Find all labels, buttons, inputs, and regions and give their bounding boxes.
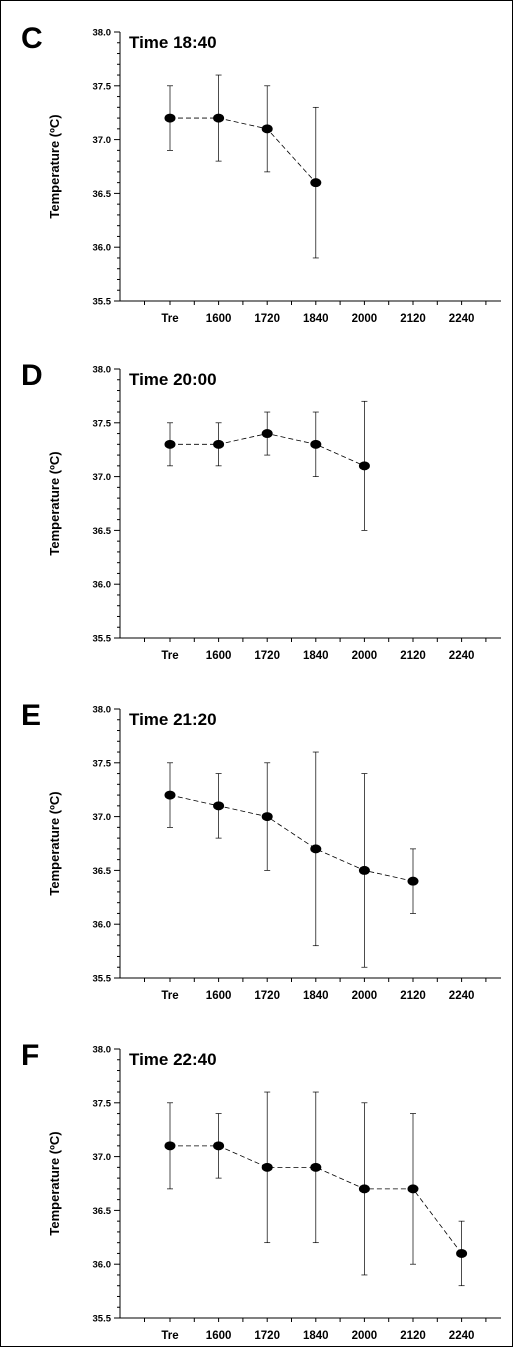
y-tick-label: 35.5 <box>93 634 112 645</box>
data-point <box>358 1184 370 1194</box>
x-tick-label: Tre <box>161 1330 178 1342</box>
data-point <box>213 113 225 123</box>
y-axis-label: Temperature (ºC) <box>47 1131 62 1235</box>
x-tick-label: 1600 <box>206 313 232 325</box>
chart-panel-f: F Time 22:40 35.5 36.0 36.5 37.0 37.5 38.0 Tre 16… <box>21 1039 501 1342</box>
x-tick-label: 1720 <box>254 1330 280 1342</box>
x-tick-label: 2240 <box>449 990 475 1002</box>
series-line <box>170 117 317 183</box>
x-tick-label: 2000 <box>352 990 378 1002</box>
x-tick-label: Tre <box>161 313 178 325</box>
data-point <box>213 801 225 811</box>
data-point <box>310 178 322 188</box>
x-tick-label: 1720 <box>254 313 280 325</box>
x-tick-label: 1840 <box>303 1330 329 1342</box>
chart-panel-d: D Time 20:00 35.5 36.0 36.5 37.0 37.5 38.0 Tre 16… <box>21 359 501 662</box>
y-tick-label: 36.5 <box>93 1206 112 1217</box>
panel-title: Time 21:20 <box>129 710 217 729</box>
x-tick-label: 2120 <box>400 313 426 325</box>
chart-panel-c: C Time 18:40 35.5 36.0 36.5 37.0 37.5 38.0 Tre 16… <box>21 22 501 325</box>
data-point <box>261 1162 273 1172</box>
x-tick-label: 1600 <box>206 650 232 662</box>
x-tick-label: 1840 <box>303 313 329 325</box>
data-point <box>164 113 176 123</box>
y-tick-label: 36.5 <box>93 866 112 877</box>
y-tick-label: 36.0 <box>93 1260 112 1271</box>
x-tick-label: 2240 <box>449 1330 475 1342</box>
data-point <box>407 1184 419 1194</box>
y-tick-label: 36.0 <box>93 580 112 591</box>
panel-letter: D <box>21 359 43 392</box>
x-tick-label: 1720 <box>254 990 280 1002</box>
data-point <box>164 1141 176 1151</box>
y-tick-label: 37.0 <box>93 135 112 146</box>
y-tick-label: 37.5 <box>93 81 112 92</box>
y-tick-label: 36.0 <box>93 243 112 254</box>
series-line <box>169 794 414 882</box>
y-tick-label: 38.0 <box>93 28 112 39</box>
y-tick-label: 36.5 <box>93 526 112 537</box>
y-tick-label: 38.0 <box>93 1045 112 1056</box>
y-axis-label: Temperature (ºC) <box>47 114 62 218</box>
y-axis-label: Temperature (ºC) <box>47 791 62 895</box>
panel-title: Time 18:40 <box>129 33 217 52</box>
chart-panel-e: E Time 21:20 35.5 36.0 36.5 37.0 37.5 38.0 Tre 16… <box>21 699 501 1002</box>
x-tick-label: 2120 <box>400 990 426 1002</box>
data-point <box>213 439 225 449</box>
y-tick-label: 38.0 <box>93 705 112 716</box>
y-tick-label: 35.5 <box>93 297 112 308</box>
y-tick-label: 37.5 <box>93 418 112 429</box>
x-tick-label: 2000 <box>352 1330 378 1342</box>
data-point <box>407 876 419 886</box>
data-point <box>164 790 176 800</box>
y-tick-label: 37.0 <box>93 472 112 483</box>
data-point <box>310 844 322 854</box>
x-tick-label: 1720 <box>254 650 280 662</box>
data-point <box>164 439 176 449</box>
data-point <box>310 1162 322 1172</box>
y-axis-label: Temperature (ºC) <box>47 451 62 555</box>
y-tick-label: 37.5 <box>93 758 112 769</box>
x-tick-label: 1600 <box>206 1330 232 1342</box>
x-tick-label: 2120 <box>400 650 426 662</box>
x-tick-label: 2240 <box>449 650 475 662</box>
panel-letter: C <box>21 22 43 55</box>
y-tick-label: 37.0 <box>93 812 112 823</box>
y-tick-label: 35.5 <box>93 1314 112 1325</box>
data-point <box>310 439 322 449</box>
y-tick-label: 36.5 <box>93 189 112 200</box>
x-tick-label: Tre <box>161 990 178 1002</box>
y-tick-label: 37.5 <box>93 1098 112 1109</box>
x-tick-label: 2000 <box>352 650 378 662</box>
x-tick-label: 1840 <box>303 990 329 1002</box>
x-tick-label: Tre <box>161 650 178 662</box>
x-tick-label: 2240 <box>449 313 475 325</box>
panel-title: Time 22:40 <box>129 1050 217 1069</box>
data-point <box>261 812 273 822</box>
x-tick-label: 1600 <box>206 990 232 1002</box>
y-tick-label: 37.0 <box>93 1152 112 1163</box>
y-tick-label: 35.5 <box>93 974 112 985</box>
panel-letter: E <box>21 699 41 732</box>
data-point <box>261 429 273 439</box>
data-point <box>213 1141 225 1151</box>
data-point <box>456 1248 468 1258</box>
data-point <box>358 865 370 875</box>
panel-letter: F <box>21 1039 39 1072</box>
panel-title: Time 20:00 <box>129 370 217 389</box>
y-tick-label: 38.0 <box>93 365 112 376</box>
data-point <box>358 461 370 471</box>
y-tick-label: 36.0 <box>93 920 112 931</box>
x-tick-label: 2120 <box>400 1330 426 1342</box>
x-tick-label: 2000 <box>352 313 378 325</box>
data-point <box>261 124 273 134</box>
x-tick-label: 1840 <box>303 650 329 662</box>
